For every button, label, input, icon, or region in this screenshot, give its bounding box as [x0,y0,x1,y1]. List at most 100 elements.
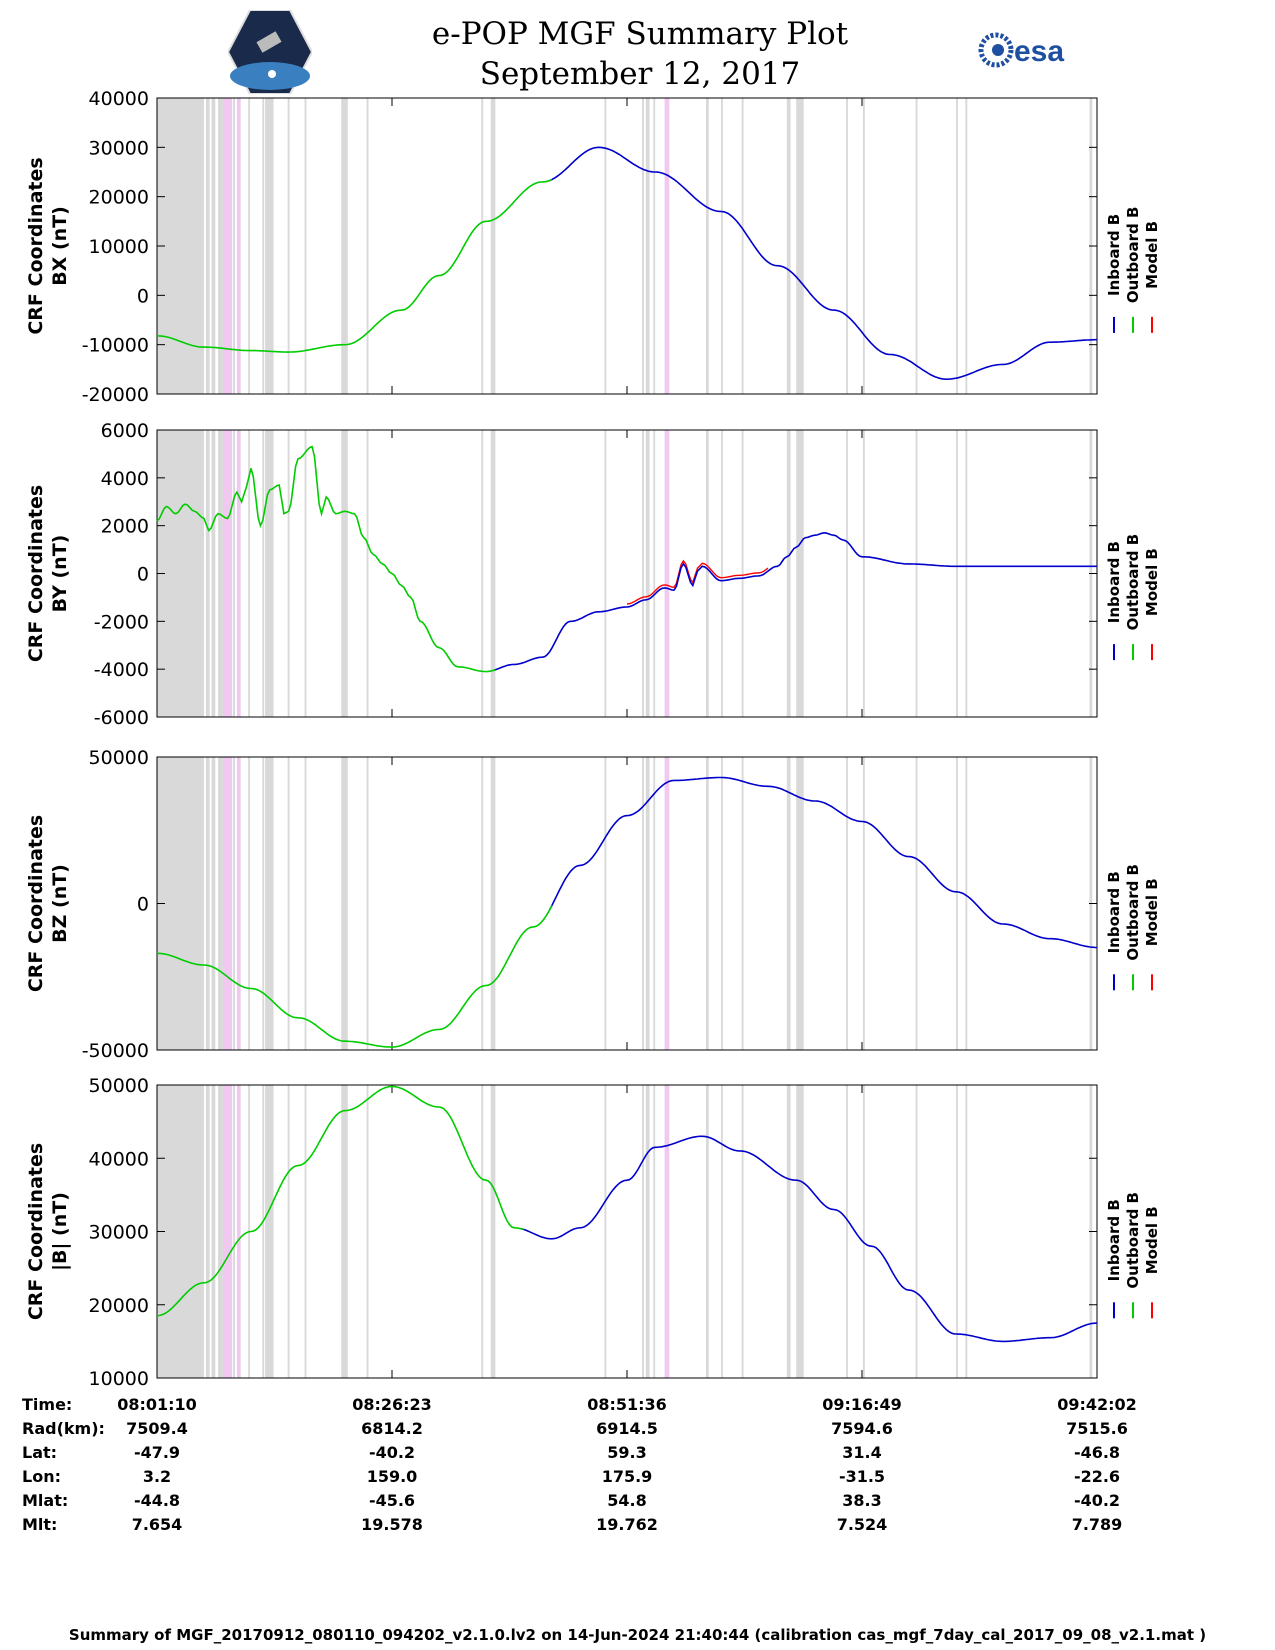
data-gap-band [233,757,236,1050]
y-tick-label: 20000 [89,1295,149,1317]
info-table: Time: Rad(km): Lat: Lon: Mlat: Mlt: 08:01:10 75… [22,1395,1137,1534]
y-tick-label: 2000 [101,516,149,538]
data-gap-band-pink [222,430,233,717]
info-row-label: Time: [22,1395,72,1414]
data-gap-band [642,1085,644,1378]
y-axis-label-units: BY (nT) [49,535,71,613]
data-gap-band-pink [664,98,670,394]
info-cell: -40.2 [1074,1491,1120,1510]
info-row-label: Lat: [22,1443,57,1462]
data-gap-band [653,430,656,717]
data-gap-band [287,1085,290,1378]
data-gap-band [862,757,865,1050]
info-cell: 3.2 [143,1467,171,1486]
data-gap-band [211,1085,216,1378]
info-cell: 08:51:36 [587,1395,667,1414]
y-axis-label: CRF Coordinates [25,157,47,334]
data-gap-band [862,1085,865,1378]
data-gap-band [956,98,958,394]
data-gap-band [721,757,723,1050]
data-gap-band [248,757,251,1050]
y-tick-label: 40000 [89,88,149,110]
info-cell: 7594.6 [831,1419,893,1438]
data-gap-band [211,430,216,717]
data-gap-band [287,430,290,717]
data-gap-band [653,757,656,1050]
data-gap-band-pink [664,1085,670,1378]
legend-label: Outboard B [1124,207,1142,304]
data-gap-band [287,757,290,1050]
panel-bz: -50000 0 50000 CRF Coordinates BZ (nT) Inboar… [25,747,1161,1062]
data-gap-band [265,757,274,1050]
info-cell: 6814.2 [361,1419,423,1438]
data-gap-band [490,1085,496,1378]
data-gap-band [653,1085,656,1378]
data-gap-band [481,1085,484,1378]
data-gap-band [956,430,958,717]
legend-label: Inboard B [1105,541,1123,623]
data-gap-band [366,430,369,717]
data-gap-band [262,1085,265,1378]
legend-label: Inboard B [1105,214,1123,296]
y-tick-label: 0 [137,894,149,916]
data-gap-band-pink [222,1085,233,1378]
data-gap-band [786,1085,791,1378]
data-gap-band [265,98,274,394]
data-gap-band [642,430,644,717]
y-tick-label: 20000 [89,187,149,209]
legend-label: Inboard B [1105,871,1123,953]
legend-label: Inboard B [1105,1199,1123,1281]
y-axis-label: CRF Coordinates [25,815,47,992]
data-gap-band [304,98,307,394]
legend: Inboard B Outboard B Model B [1105,864,1161,991]
data-gap-band [265,430,274,717]
data-gap-band [205,430,210,717]
data-gap-band [262,430,265,717]
data-gap-band [645,1085,650,1378]
plot-title: e-POP MGF Summary Plot September 12, 201… [380,14,900,94]
footer-text: Summary of MGF_20170912_080110_094202_v2… [68,1626,1207,1644]
y-axis-label: CRF Coordinates [25,485,47,662]
data-gap-band [233,430,236,717]
data-gap-band [366,757,369,1050]
data-gap-band [490,757,496,1050]
y-tick-label: 4000 [101,468,149,490]
info-cell: -22.6 [1074,1467,1120,1486]
info-cell: -45.6 [369,1491,415,1510]
data-gap-band [604,757,607,1050]
data-gap-band [642,757,644,1050]
date-text: September 12, 2017 [479,56,801,92]
data-gap-band [741,1085,744,1378]
data-gap-band [481,98,484,394]
data-gap-band [965,430,968,717]
legend: Inboard B Outboard B Model B [1105,207,1161,333]
info-cell: -47.9 [134,1443,180,1462]
info-cell: 7.524 [837,1515,888,1534]
y-tick-label: 40000 [89,1148,149,1170]
legend-label: Outboard B [1124,534,1142,631]
data-gap-band [218,430,223,717]
y-tick-label: 0 [137,564,149,586]
data-gap-band [366,98,369,394]
data-gap-band [645,430,650,717]
legend-label: Model B [1143,1206,1161,1274]
data-gap-band [741,98,744,394]
outboard-b-line [156,178,553,353]
info-cell: 09:42:02 [1057,1395,1137,1414]
data-gap-band-pink [236,98,241,394]
cassiope-logo [228,10,312,94]
data-gap-band [481,430,484,717]
data-gap-band [304,1085,307,1378]
legend: Inboard B Outboard B Model B [1105,1192,1161,1319]
title-text: e-POP MGF Summary Plot [431,16,849,52]
info-cell: 7515.6 [1066,1419,1128,1438]
data-gap-band [481,757,484,1050]
data-gap-band [965,757,968,1050]
data-gap-band [915,1085,918,1378]
data-gap-band [956,1085,958,1378]
data-gap-band [741,430,744,717]
outboard-b-line [156,1085,524,1317]
data-gap-band [846,1085,848,1378]
y-tick-label: -50000 [82,1040,149,1062]
data-gap-band [248,98,251,394]
